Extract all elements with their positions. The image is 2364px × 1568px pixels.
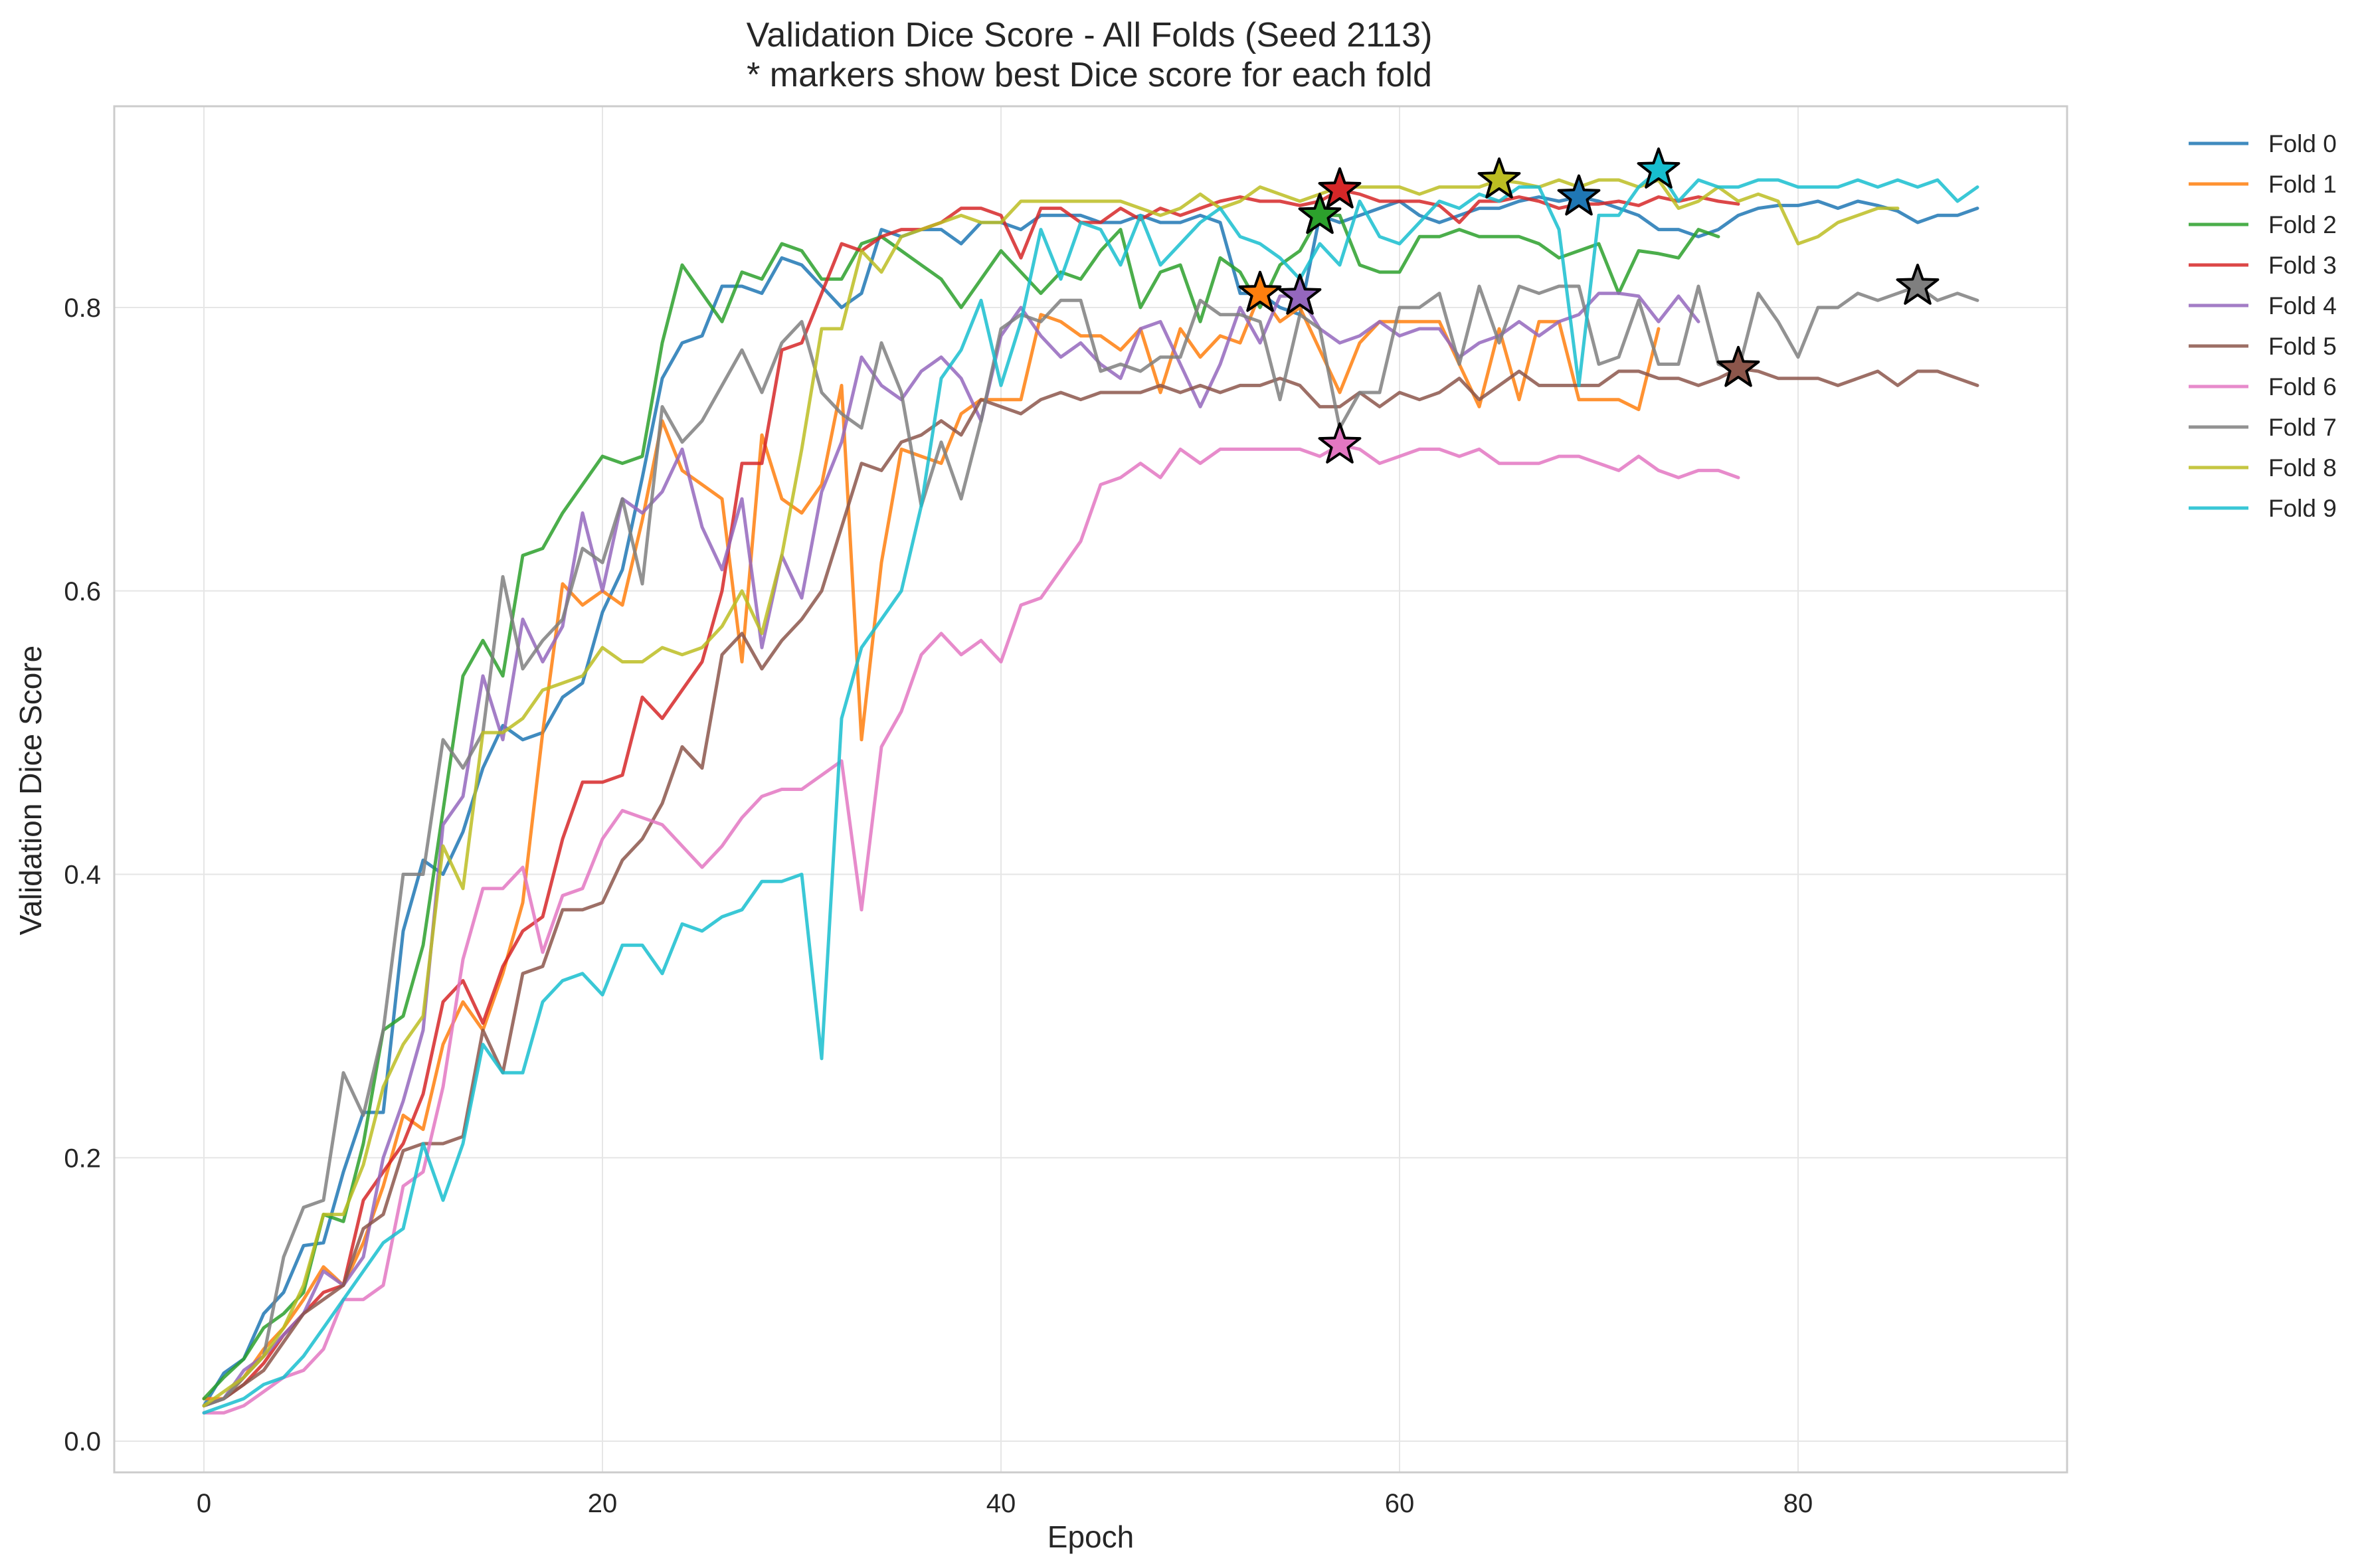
y-tick-label: 0.2	[64, 1144, 101, 1173]
x-axis-ticks: 0 20 40 60 80	[197, 1489, 1813, 1518]
legend-label-fold-8: Fold 8	[2268, 454, 2337, 481]
series-line-fold-5	[202, 367, 1979, 1408]
plot-area	[202, 147, 1979, 1415]
chart-subtitle: * markers show best Dice score for each …	[747, 56, 1432, 94]
legend-label-fold-4: Fold 4	[2268, 292, 2337, 319]
y-tick-label: 0.4	[64, 861, 101, 890]
y-tick-label: 0.6	[64, 577, 101, 606]
y-tick-label: 0.8	[64, 294, 101, 323]
y-axis-ticks: 0.0 0.2 0.4 0.6 0.8	[64, 294, 101, 1456]
x-tick-label: 40	[986, 1489, 1016, 1518]
best-marker-fold-1	[1238, 270, 1282, 312]
legend-label-fold-2: Fold 2	[2268, 211, 2337, 238]
plot-frame	[113, 105, 2068, 1474]
legend: Fold 0 Fold 1 Fold 2 Fold 3 Fold 4 Fold 5 Fold…	[2189, 130, 2337, 522]
grid	[114, 106, 2067, 1472]
best-marker-fold-8	[1477, 157, 1521, 199]
best-marker-fold-6	[1318, 422, 1362, 464]
legend-label-fold-0: Fold 0	[2268, 130, 2337, 157]
chart-title: Validation Dice Score - All Folds (Seed …	[747, 16, 1433, 54]
x-tick-label: 0	[197, 1489, 211, 1518]
series-lines	[202, 168, 1979, 1415]
best-marker-fold-0	[1557, 174, 1601, 216]
x-axis-label: Epoch	[1047, 1520, 1134, 1554]
series-line-fold-7	[202, 284, 1979, 1408]
best-marker-fold-5	[1716, 345, 1760, 387]
series-line-fold-4	[202, 292, 1700, 1408]
best-markers	[1238, 147, 1940, 464]
series-line-fold-6	[202, 443, 1740, 1415]
legend-label-fold-3: Fold 3	[2268, 252, 2337, 279]
series-line-fold-0	[202, 195, 1979, 1408]
series-line-fold-8	[202, 178, 1900, 1408]
legend-label-fold-9: Fold 9	[2268, 495, 2337, 522]
series-line-fold-1	[202, 292, 1661, 1401]
best-marker-fold-7	[1896, 264, 1940, 305]
best-marker-fold-4	[1278, 273, 1322, 315]
x-tick-label: 60	[1385, 1489, 1415, 1518]
y-tick-label: 0.0	[64, 1427, 101, 1456]
legend-label-fold-6: Fold 6	[2268, 373, 2337, 400]
series-line-fold-9	[202, 168, 1979, 1415]
legend-label-fold-5: Fold 5	[2268, 333, 2337, 360]
x-tick-label: 80	[1783, 1489, 1813, 1518]
best-marker-fold-2	[1298, 193, 1342, 234]
series-line-fold-2	[202, 213, 1720, 1401]
best-marker-fold-3	[1318, 167, 1362, 209]
y-axis-label: Validation Dice Score	[13, 646, 48, 935]
best-marker-fold-9	[1637, 147, 1681, 189]
legend-label-fold-7: Fold 7	[2268, 414, 2337, 441]
legend-label-fold-1: Fold 1	[2268, 171, 2337, 198]
chart-title-group: Validation Dice Score - All Folds (Seed …	[747, 16, 1433, 94]
x-tick-label: 20	[588, 1489, 618, 1518]
